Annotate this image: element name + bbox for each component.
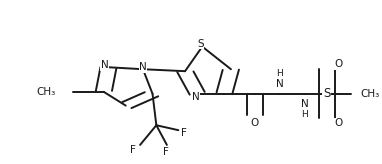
Text: O: O [251, 118, 259, 128]
Text: N: N [276, 79, 283, 89]
Text: H: H [276, 69, 283, 78]
Text: N: N [139, 62, 147, 72]
Text: H: H [301, 110, 308, 119]
Text: CH₃: CH₃ [360, 89, 379, 99]
Text: N: N [301, 99, 309, 109]
Text: F: F [163, 147, 169, 157]
Text: S: S [197, 39, 204, 49]
Text: O: O [334, 59, 342, 69]
Text: F: F [131, 145, 136, 155]
Text: CH₃: CH₃ [37, 87, 56, 97]
Text: N: N [101, 60, 108, 70]
Text: O: O [334, 118, 342, 128]
Text: N: N [192, 92, 199, 102]
Text: F: F [181, 128, 187, 138]
Text: S: S [323, 87, 330, 100]
